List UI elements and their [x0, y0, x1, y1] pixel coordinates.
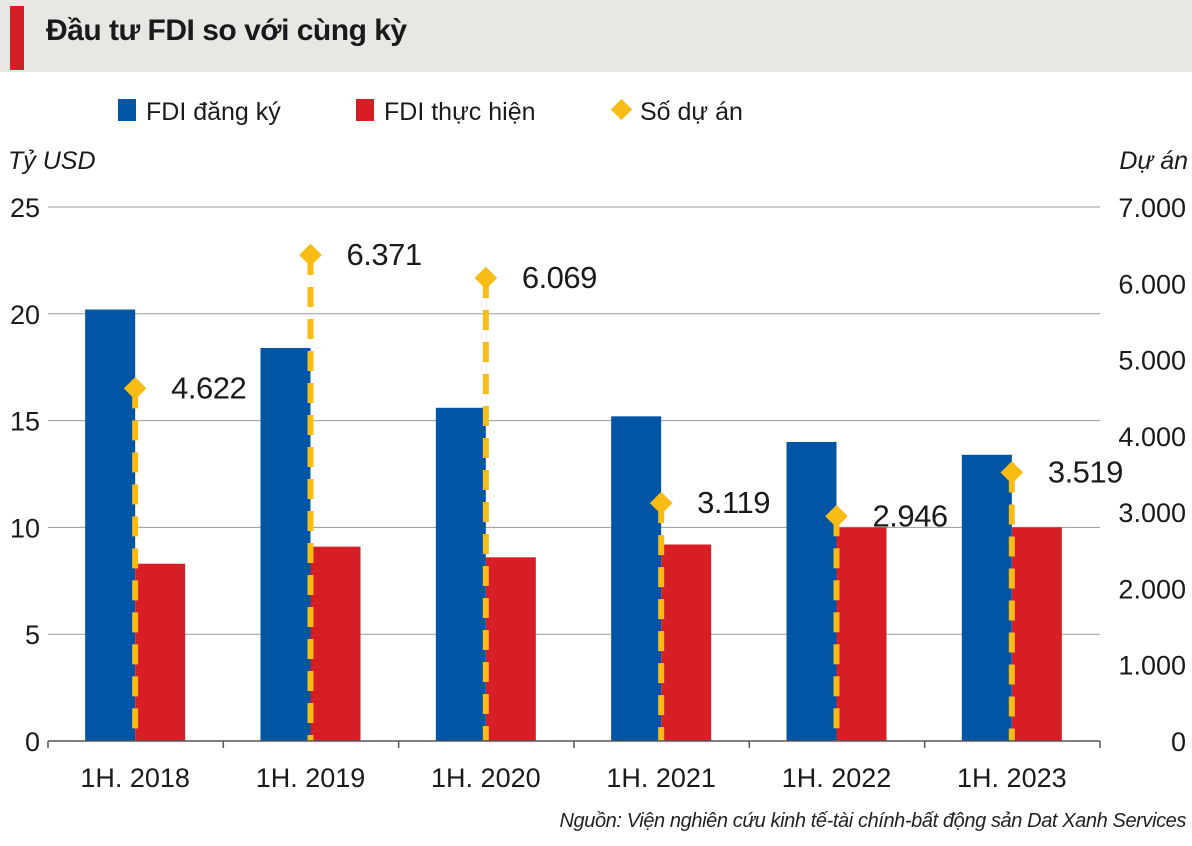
bar-disbursed	[485, 557, 536, 741]
project-data-label: 3.519	[1048, 455, 1123, 490]
x-tick-label: 1H. 2020	[431, 763, 541, 793]
y2-tick-label: 5.000	[1118, 346, 1186, 376]
project-point	[474, 266, 498, 290]
y2-tick-label: 7.000	[1118, 193, 1186, 223]
chart-header: Đầu tư FDI so với cùng kỳ	[0, 0, 1192, 72]
project-data-label: 2.946	[873, 498, 948, 533]
y2-tick-label: 3.000	[1118, 498, 1186, 528]
bar-disbursed	[836, 527, 887, 741]
y-tick-label: 10	[10, 513, 40, 543]
bar-disbursed	[661, 544, 712, 741]
y-tick-label: 15	[10, 407, 40, 437]
y-tick-label: 5	[25, 620, 40, 650]
project-point	[1000, 461, 1024, 484]
header-accent-bar	[10, 6, 24, 70]
y2-tick-label: 1.000	[1118, 651, 1186, 681]
x-tick-label: 1H. 2021	[606, 763, 716, 793]
legend-label-registered: FDI đăng ký	[146, 98, 281, 126]
x-tick-label: 1H. 2023	[957, 763, 1067, 793]
legend-label-projects: Số dự án	[640, 98, 743, 126]
project-data-label: 3.119	[697, 485, 770, 520]
legend-swatch-registered	[118, 99, 136, 121]
x-tick-label: 1H. 2018	[80, 763, 190, 793]
y2-tick-label: 4.000	[1118, 422, 1186, 452]
bar-disbursed	[310, 546, 361, 741]
project-data-label: 4.622	[171, 370, 246, 405]
y2-axis-title: Dự án	[1119, 147, 1188, 175]
legend-swatch-disbursed	[356, 99, 374, 121]
legend-label-disbursed: FDI thực hiện	[384, 98, 536, 126]
bar-disbursed	[135, 563, 186, 741]
bar-disbursed	[1011, 527, 1062, 741]
bar-registered	[435, 407, 486, 741]
y-tick-label: 20	[10, 300, 40, 330]
bar-registered	[85, 309, 136, 741]
y-tick-label: 25	[10, 193, 40, 223]
source-note: Nguồn: Viện nghiên cứu kinh tế-tài chính…	[559, 810, 1186, 832]
project-point	[649, 491, 673, 515]
bar-registered	[260, 347, 311, 741]
y2-tick-label: 0	[1171, 727, 1186, 757]
project-data-label: 6.371	[347, 237, 422, 272]
bar-registered	[786, 441, 837, 741]
y-axis-title: Tỷ USD	[8, 147, 96, 175]
bar-registered	[611, 416, 662, 741]
y2-tick-label: 2.000	[1118, 574, 1186, 604]
bar-registered	[961, 454, 1012, 741]
legend-marker-projects	[610, 98, 633, 121]
x-tick-label: 1H. 2019	[256, 763, 366, 793]
y-tick-label: 0	[25, 727, 40, 757]
y2-tick-label: 6.000	[1118, 269, 1186, 299]
project-point	[299, 243, 322, 267]
project-data-label: 6.069	[522, 260, 597, 295]
x-tick-label: 1H. 2022	[782, 763, 892, 793]
chart-title: Đầu tư FDI so với cùng kỳ	[46, 14, 407, 47]
